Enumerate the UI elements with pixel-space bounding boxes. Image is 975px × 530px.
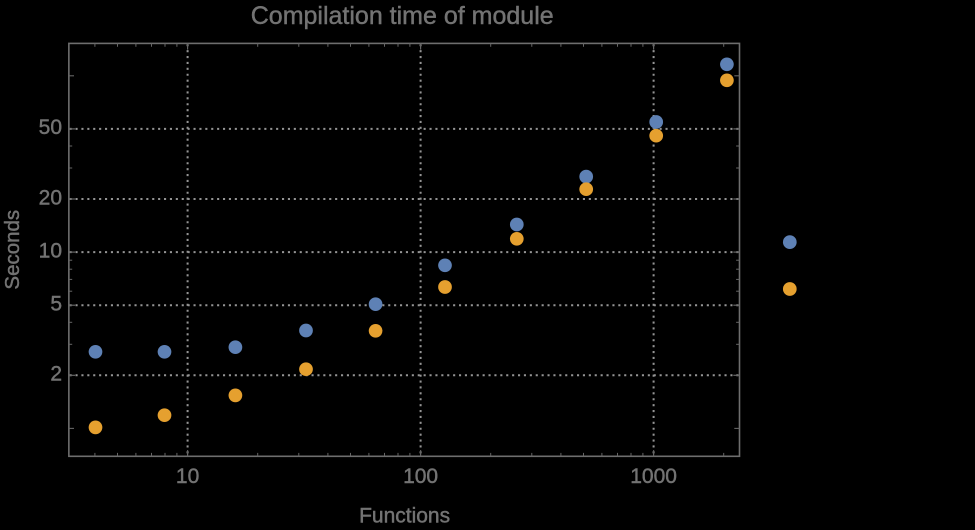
- svg-text:20: 20: [39, 186, 62, 209]
- svg-text:Functions: Functions: [359, 504, 450, 525]
- svg-text:Seconds: Seconds: [1, 210, 24, 290]
- svg-text:10: 10: [176, 465, 199, 488]
- svg-text:Compilation time of module: Compilation time of module: [251, 2, 554, 30]
- svg-text:10: 10: [39, 239, 62, 262]
- svg-text:1000: 1000: [630, 465, 677, 488]
- svg-text:50: 50: [39, 116, 62, 139]
- svg-text:2: 2: [50, 363, 62, 386]
- svg-text:100: 100: [403, 465, 438, 488]
- svg-text:5: 5: [50, 292, 62, 315]
